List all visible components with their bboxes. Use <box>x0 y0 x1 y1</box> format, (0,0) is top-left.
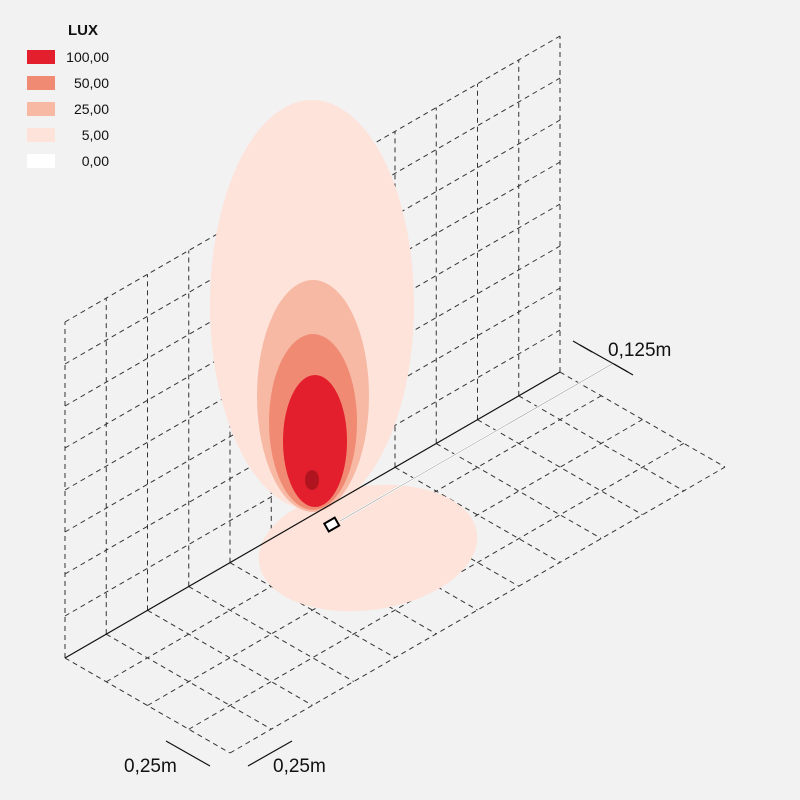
grid-line <box>436 443 602 539</box>
dim-line <box>165 740 211 767</box>
dim-label: 0,25m <box>124 756 177 777</box>
legend-swatch <box>27 128 55 142</box>
legend-swatch <box>27 102 55 116</box>
dimension-bottom: 0,25m 0,25m <box>124 740 326 777</box>
legend-label: 5,00 <box>82 127 109 143</box>
legend-swatch <box>27 76 55 90</box>
dim-line <box>247 740 293 767</box>
floor-contour <box>258 484 478 612</box>
legend-swatch <box>27 50 55 64</box>
grid-line <box>518 395 684 492</box>
light-line-edge <box>339 363 613 522</box>
legend-label: 0,00 <box>82 153 109 169</box>
hotspot <box>305 470 319 490</box>
grid-line <box>559 371 726 468</box>
wall-contour-100 <box>283 375 347 507</box>
dim-line <box>579 344 629 373</box>
dim-label: 0,25m <box>273 756 326 777</box>
legend-swatch <box>27 154 55 168</box>
light-source <box>322 516 341 533</box>
legend: LUX 100,00 50,00 25,00 5,00 0,00 <box>27 22 109 169</box>
grid-line <box>106 633 272 730</box>
grid-line <box>229 562 396 659</box>
legend-label: 25,00 <box>74 101 109 117</box>
grid-line <box>477 419 643 516</box>
legend-label: 50,00 <box>74 75 109 91</box>
dimension-top: 0,125m <box>572 340 671 376</box>
grid-line <box>64 657 231 754</box>
contours <box>210 100 478 612</box>
grid-line <box>394 466 561 563</box>
grid-line <box>147 609 313 706</box>
legend-title: LUX <box>68 22 98 39</box>
base-line <box>64 371 561 659</box>
grid-line <box>188 586 354 682</box>
legend-label: 100,00 <box>66 49 109 65</box>
dim-label: 0,125m <box>608 340 671 361</box>
